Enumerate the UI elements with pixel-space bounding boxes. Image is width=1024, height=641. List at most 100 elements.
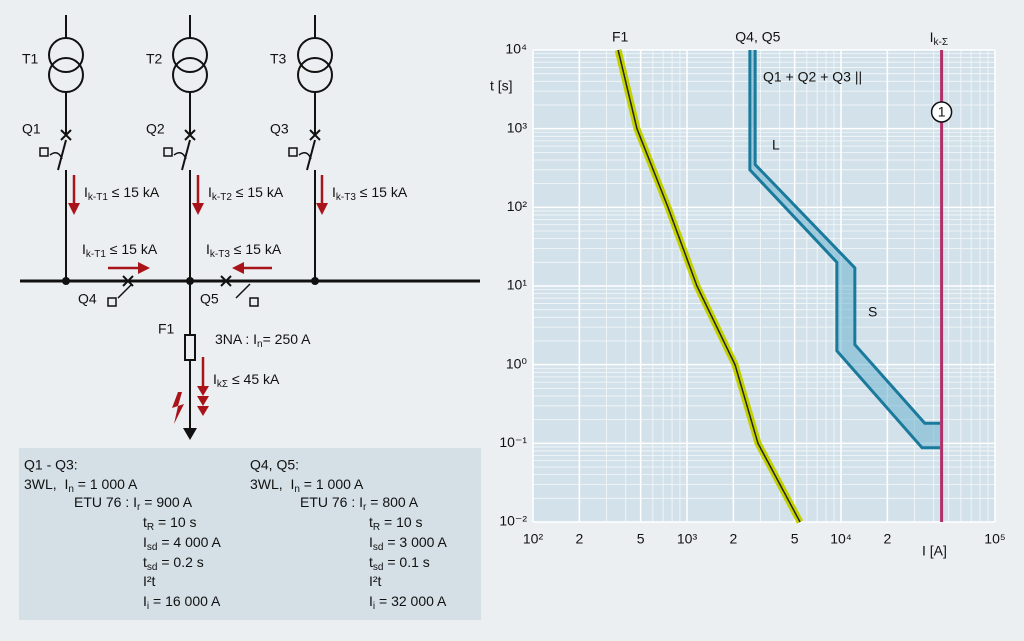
- x-tick-label: 2: [575, 531, 583, 547]
- subscript: i: [147, 601, 149, 612]
- setting-line: tR = 10 s: [369, 514, 423, 533]
- subscript: k-T2: [212, 192, 232, 203]
- breaker-label: Q4: [78, 291, 97, 307]
- text-part: t: [369, 514, 373, 530]
- text-part: I²t: [143, 573, 156, 589]
- setting-line: 3WL, In = 1 000 A: [24, 476, 138, 495]
- text-part: = 800 A: [366, 494, 418, 510]
- y-tick-label: 10⁻²: [499, 513, 527, 529]
- text-part: = 4 000 A: [157, 534, 221, 550]
- setting-line: 3WL, In = 1 000 A: [250, 476, 364, 495]
- breaker-label: Q1: [22, 121, 41, 137]
- transformer-label: T1: [22, 51, 39, 67]
- subscript: sd: [373, 562, 384, 573]
- text-part: I: [82, 241, 86, 257]
- subscript: R: [373, 522, 380, 533]
- text-part: I: [208, 184, 212, 200]
- y-tick-label: 10⁻¹: [499, 434, 527, 450]
- setting-line: I²t: [369, 573, 382, 589]
- y-tick-label: 10⁰: [506, 355, 528, 371]
- x-tick-label: 2: [883, 531, 891, 547]
- text-part: ≤ 15 kA: [230, 241, 282, 257]
- text-part: ≤ 15 kA: [108, 184, 160, 200]
- text-part: I: [369, 593, 373, 609]
- text-part: t: [369, 554, 373, 570]
- text-part: = 32 000 A: [375, 593, 447, 609]
- single-line-diagram: [20, 15, 480, 435]
- series-label: Q4, Q5: [735, 29, 780, 45]
- text-part: I: [143, 593, 147, 609]
- annotation: S: [868, 304, 877, 320]
- text-part: t: [143, 554, 147, 570]
- text-part: ETU 76 : I: [74, 494, 137, 510]
- breaker-label: Q2: [146, 121, 165, 137]
- text-part: = 3 000 A: [383, 534, 447, 550]
- setting-line: Isd = 4 000 A: [143, 534, 222, 553]
- settings-title: Q4, Q5:: [250, 457, 299, 473]
- setting-line: tR = 10 s: [143, 514, 197, 533]
- subscript: k-T1: [86, 249, 106, 260]
- setting-line: tsd = 0.2 s: [143, 554, 204, 573]
- subscript: k-Σ: [933, 37, 948, 48]
- text-part: I: [930, 29, 934, 45]
- current-label: Ik-T1 ≤ 15 kA: [84, 184, 160, 203]
- x-tick-label: 10²: [523, 531, 544, 547]
- x-axis-label: I [A]: [922, 543, 947, 559]
- subscript: k-T1: [88, 192, 108, 203]
- marker-label: 1: [938, 104, 946, 120]
- text-part: I²t: [369, 573, 382, 589]
- subscript: r: [137, 502, 141, 513]
- transformer-label: T3: [270, 51, 287, 67]
- limit-label: Ik-Σ: [930, 29, 948, 48]
- subscript: n: [294, 484, 300, 495]
- text-part: = 250 A: [263, 331, 312, 347]
- x-tick-label: 10⁴: [830, 531, 852, 547]
- series-label: F1: [612, 29, 629, 45]
- annotation: Q1 + Q2 + Q3 ||: [763, 69, 862, 85]
- text-part: ≤ 15 kA: [356, 184, 408, 200]
- annotation: L: [772, 137, 780, 153]
- y-tick-label: 10²: [507, 198, 528, 214]
- text-part: = 1 000 A: [300, 476, 364, 492]
- fuse-rating: 3NA : In= 250 A: [215, 331, 311, 350]
- y-tick-label: 10³: [507, 119, 528, 135]
- curve-center: [617, 49, 801, 523]
- breaker-label: Q5: [200, 291, 219, 307]
- curve: [748, 50, 941, 450]
- subscript: kΣ: [217, 379, 228, 390]
- setting-line: Isd = 3 000 A: [369, 534, 448, 553]
- subscript: R: [147, 522, 154, 533]
- text-part: ≤ 15 kA: [106, 241, 158, 257]
- current-label: Ik-T1 ≤ 15 kA: [82, 241, 158, 260]
- text-part: 3WL, I: [250, 476, 294, 492]
- curve-upper: [753, 50, 941, 425]
- current-label: Ik-T3 ≤ 15 kA: [206, 241, 282, 260]
- feeder-current: IkΣ ≤ 45 kA: [213, 371, 280, 390]
- subscript: sd: [147, 562, 158, 573]
- x-tick-label: 10³: [677, 531, 698, 547]
- setting-line: ETU 76 : Ir = 800 A: [300, 494, 419, 513]
- setting-line: Ii = 32 000 A: [369, 593, 447, 612]
- text-part: I: [206, 241, 210, 257]
- settings-box: [19, 448, 481, 620]
- text-part: 3WL, I: [24, 476, 68, 492]
- x-tick-label: 2: [729, 531, 737, 547]
- subscript: n: [257, 339, 263, 350]
- text-part: ≤ 45 kA: [228, 371, 280, 387]
- y-tick-label: 10¹: [507, 277, 528, 293]
- text-part: I: [332, 184, 336, 200]
- current-label: Ik-T3 ≤ 15 kA: [332, 184, 408, 203]
- text-part: I: [369, 534, 373, 550]
- setting-line: I²t: [143, 573, 156, 589]
- text-part: = 10 s: [154, 514, 196, 530]
- subscript: i: [373, 601, 375, 612]
- text-part: I: [143, 534, 147, 550]
- subscript: k-T3: [210, 249, 230, 260]
- setting-line: Ii = 16 000 A: [143, 593, 221, 612]
- bus-nodes: [62, 277, 319, 440]
- subscript: k-T3: [336, 192, 356, 203]
- y-tick-label: 10⁴: [505, 41, 527, 57]
- text-part: = 900 A: [140, 494, 192, 510]
- subscript: r: [363, 502, 367, 513]
